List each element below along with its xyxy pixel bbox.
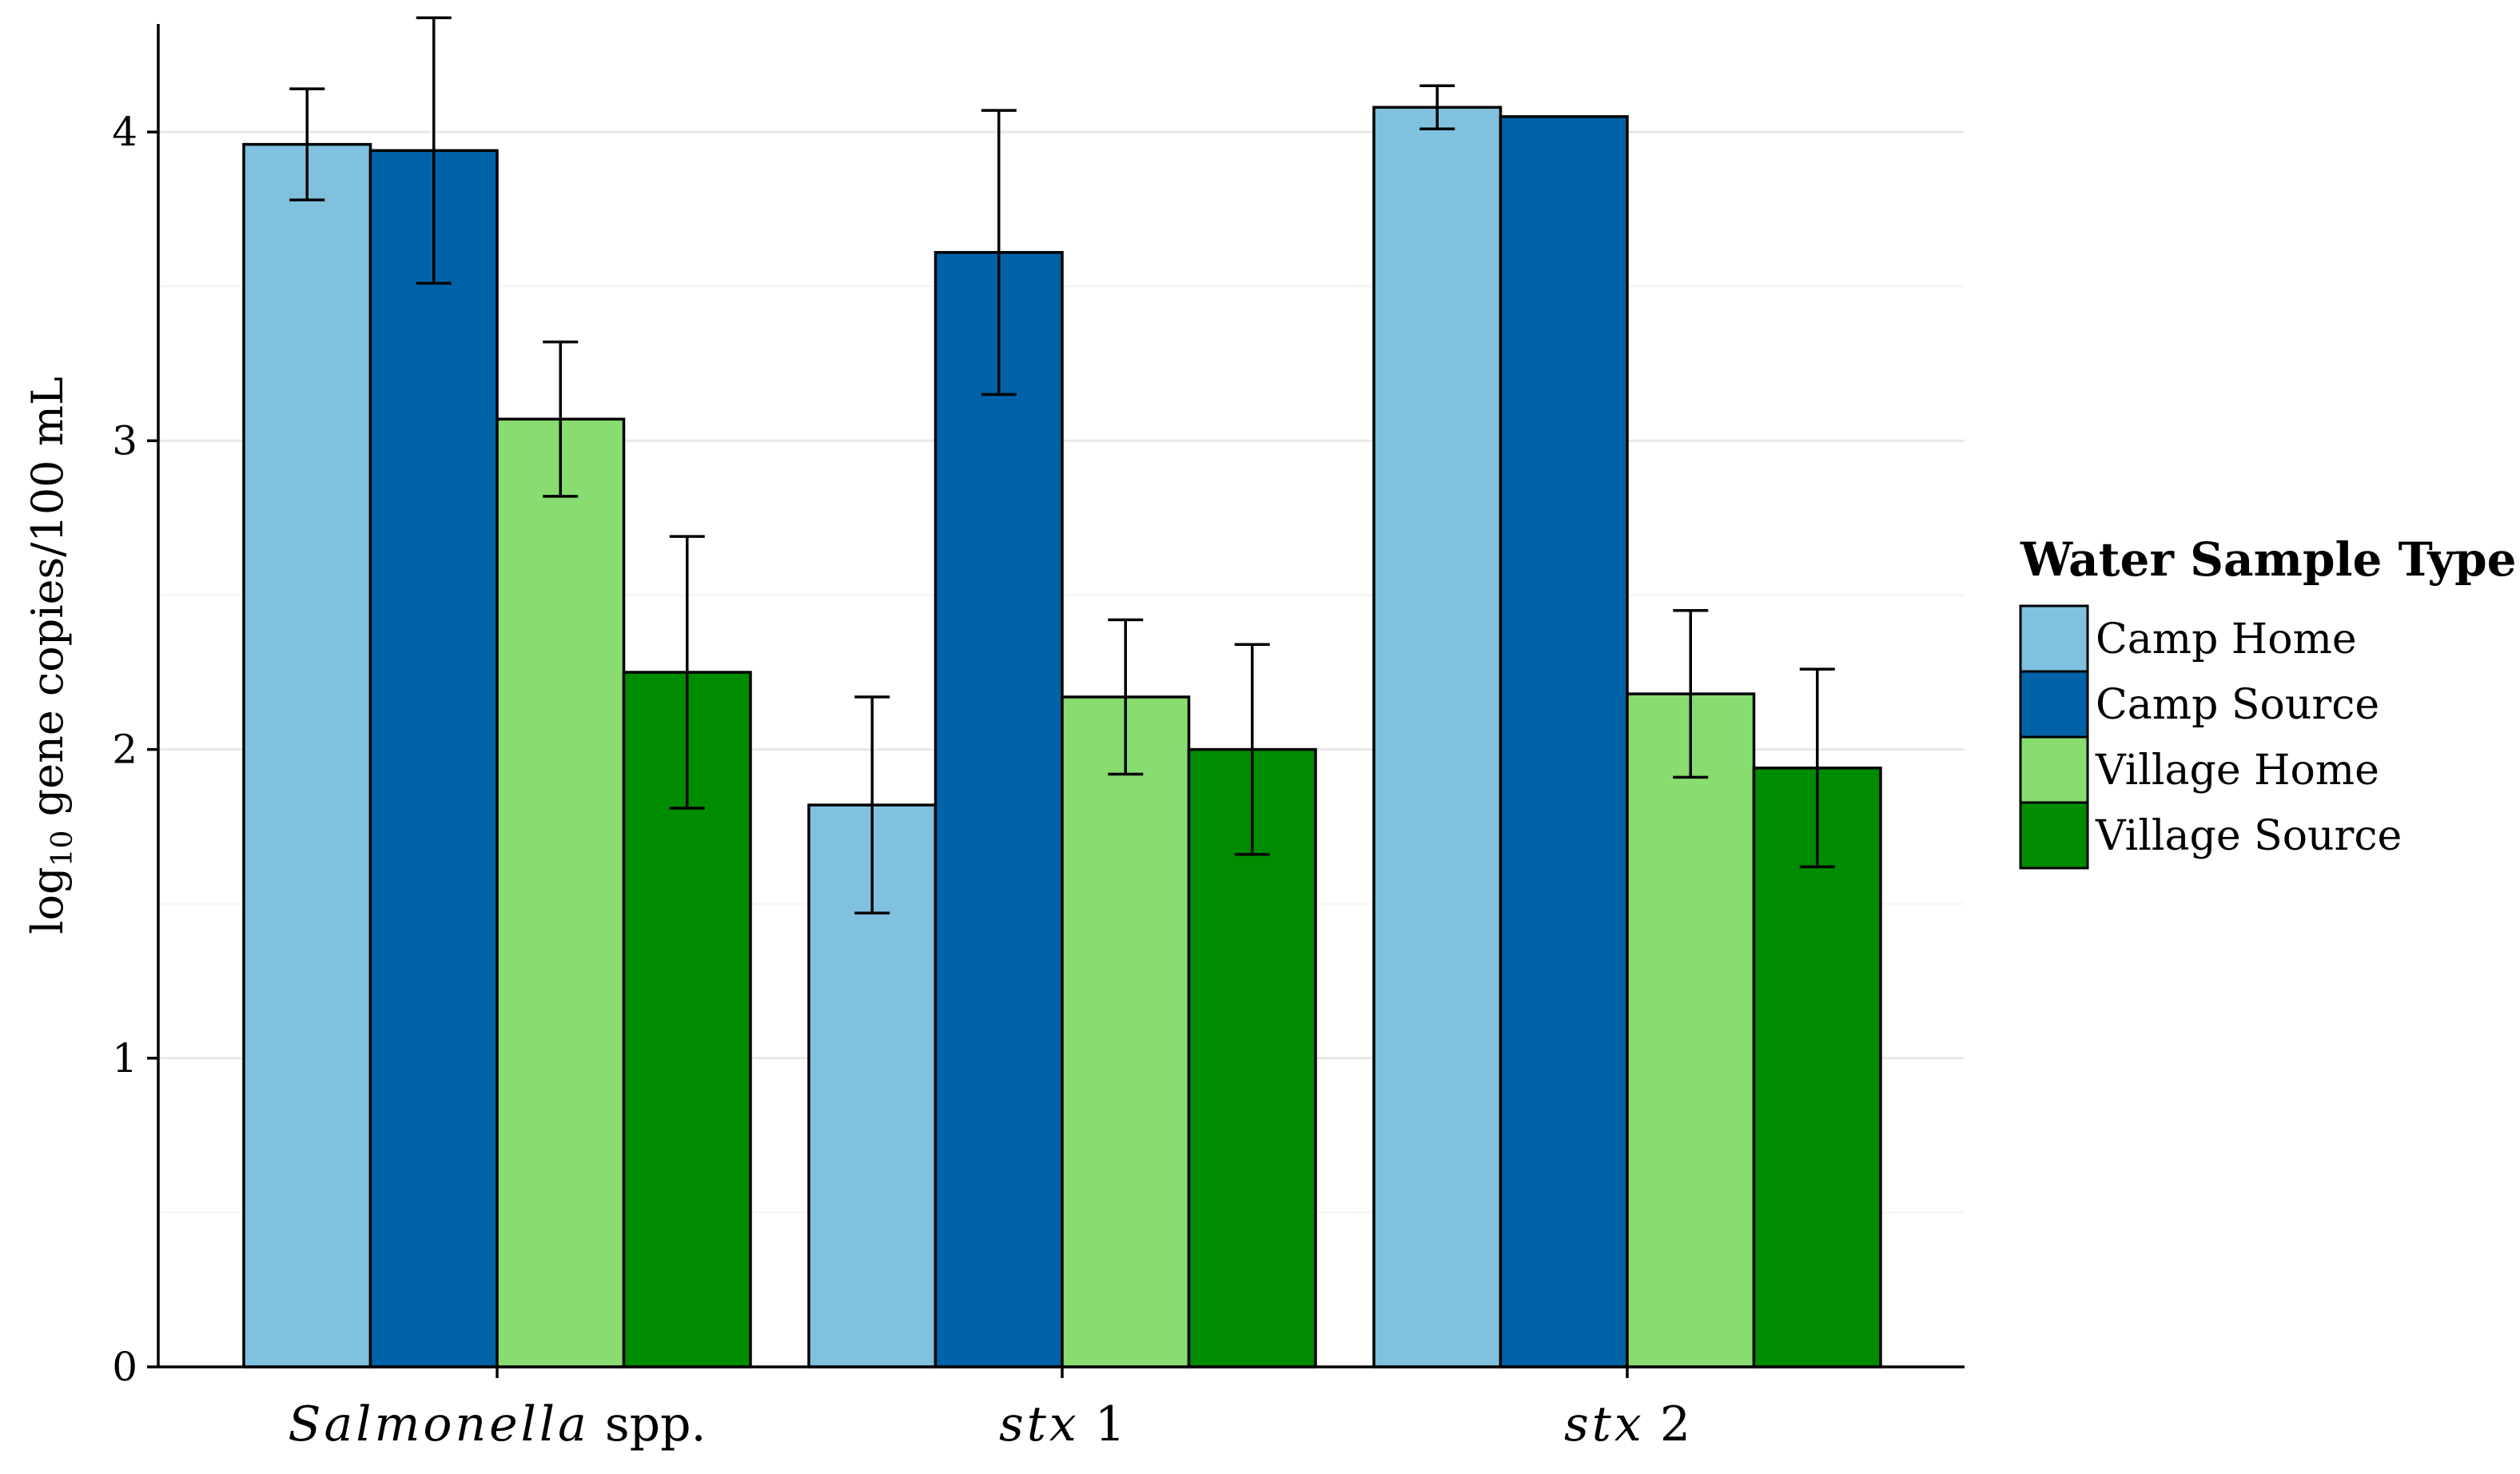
x-tick-label-italic: stx xyxy=(999,1396,1080,1452)
bar-village-home-2 xyxy=(1061,695,1191,1368)
x-tick-label: stx 1 xyxy=(999,1396,1125,1452)
y-tick-label: 1 xyxy=(112,1035,137,1082)
bar-camp-source-1 xyxy=(368,149,499,1368)
legend-item: Camp Source xyxy=(2019,670,2379,739)
y-tick-label: 4 xyxy=(112,109,137,155)
error-bar xyxy=(854,695,890,915)
error-bar xyxy=(416,16,452,285)
x-tick-label-plain: 2 xyxy=(1645,1396,1690,1452)
bar-camp-source-3 xyxy=(1499,115,1629,1368)
error-bar xyxy=(1673,609,1709,779)
x-tick-label-italic: stx xyxy=(1564,1396,1645,1452)
legend-item: Village Home xyxy=(2019,735,2379,804)
bars xyxy=(242,106,1882,1368)
y-axis-label: log10 gene copies/100 mL xyxy=(22,376,79,934)
y-tick-label: 2 xyxy=(112,727,137,773)
legend-item: Village Source xyxy=(2019,801,2402,870)
legend-key xyxy=(2019,604,2089,673)
error-bar xyxy=(1799,667,1835,869)
x-tick-label-plain: 1 xyxy=(1080,1396,1125,1452)
y-tick-label: 0 xyxy=(112,1344,137,1390)
x-labels: Salmonella spp. stx 1 stx 2 xyxy=(288,1367,1690,1452)
x-tick-label-plain: spp. xyxy=(590,1396,707,1452)
error-bar xyxy=(1234,643,1270,856)
legend: Water Sample Type Camp Home Camp Source Vil… xyxy=(2019,532,2517,870)
bar-camp-home-1 xyxy=(242,142,372,1368)
bar-village-source-3 xyxy=(1752,767,1882,1368)
x-tick-label: stx 2 xyxy=(1564,1396,1690,1452)
error-bar xyxy=(543,341,579,498)
legend-key xyxy=(2019,735,2089,804)
y-label-subscript: 10 xyxy=(46,831,79,867)
error-bar xyxy=(669,535,705,810)
legend-key xyxy=(2019,801,2089,870)
y-tick-label: 3 xyxy=(112,417,137,464)
legend-item: Camp Home xyxy=(2019,604,2357,673)
bar-camp-source-2 xyxy=(934,251,1064,1368)
error-bar xyxy=(289,87,325,201)
error-bar xyxy=(1108,618,1144,776)
x-tick-label-italic: Salmonella xyxy=(288,1396,589,1452)
y-label-suffix: gene copies/100 mL xyxy=(22,376,73,830)
y-ticks: 0 1 2 3 4 xyxy=(112,109,158,1390)
legend-label: Village Home xyxy=(2095,747,2379,795)
x-tick-label: Salmonella spp. xyxy=(288,1396,706,1452)
legend-label: Village Source xyxy=(2095,812,2402,860)
error-bar xyxy=(1419,84,1455,131)
bar-camp-home-3 xyxy=(1372,106,1503,1368)
legend-title: Water Sample Type xyxy=(2020,532,2517,587)
legend-label: Camp Source xyxy=(2096,681,2379,729)
error-bars xyxy=(289,16,1835,915)
legend-key xyxy=(2019,670,2089,739)
y-label-prefix: log xyxy=(22,866,73,934)
bar-village-home-3 xyxy=(1626,692,1756,1368)
legend-label: Camp Home xyxy=(2096,615,2357,663)
error-bar xyxy=(981,109,1017,396)
bar-village-home-1 xyxy=(496,417,626,1368)
